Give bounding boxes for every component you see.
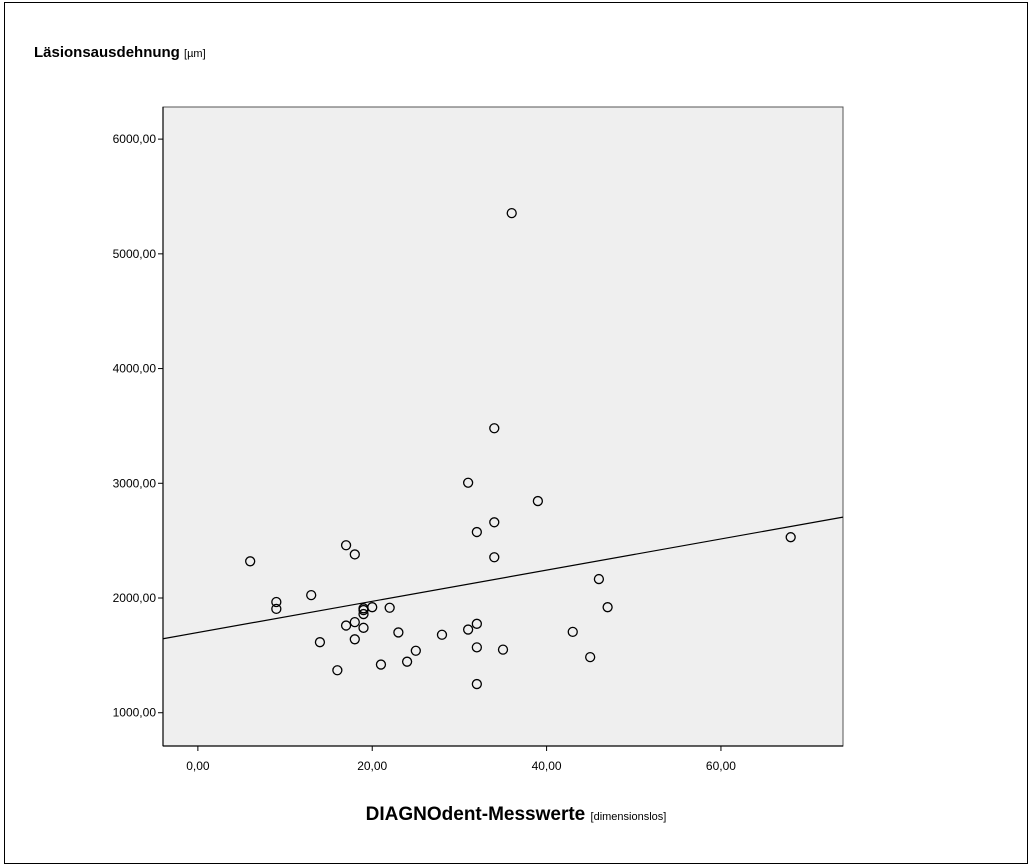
y-axis-label: Läsionsausdehnung (34, 44, 180, 61)
y-tick-label: 2000,00 (113, 591, 157, 605)
regression-line (162, 516, 844, 640)
x-tick-label: 60,00 (706, 759, 736, 773)
data-point (602, 602, 613, 613)
data-point (271, 596, 282, 608)
y-axis-ticks: 1000,00 2000,00 3000,00 4000,00 5000,00 6000,… (113, 132, 163, 720)
plot-area (162, 106, 844, 747)
y-tick-label: 3000,00 (113, 476, 157, 490)
data-point (314, 637, 326, 648)
x-tick-label: 20,00 (357, 759, 387, 773)
data-point (349, 634, 360, 645)
y-axis-title: Läsionsausdehnung [µm] (34, 44, 206, 61)
data-point (340, 540, 352, 551)
data-point (471, 618, 482, 629)
data-point (785, 532, 796, 543)
data-point (462, 477, 474, 488)
data-point (585, 651, 596, 663)
data-point (245, 556, 256, 567)
x-axis-label: DIAGNOdent-Messwerte (365, 804, 586, 825)
data-point (271, 603, 282, 615)
data-points (245, 207, 796, 690)
data-point (462, 624, 474, 635)
y-axis-unit: [µm] (184, 48, 206, 60)
x-axis-ticks: 0,00 20,00 40,00 60,00 (186, 746, 736, 773)
data-point (497, 644, 509, 655)
data-point (471, 678, 482, 690)
y-tick-label: 6000,00 (113, 132, 157, 146)
y-tick-label: 4000,00 (113, 362, 157, 376)
y-tick-label: 1000,00 (113, 706, 157, 720)
data-point (489, 423, 500, 434)
data-point (489, 517, 500, 528)
data-point (532, 495, 544, 507)
data-point (567, 626, 578, 638)
data-point (410, 645, 421, 656)
data-point (332, 665, 343, 676)
data-point (349, 549, 360, 560)
data-point (384, 602, 395, 613)
data-point (506, 207, 517, 219)
data-point (393, 627, 404, 638)
x-tick-label: 0,00 (186, 759, 210, 773)
data-point (471, 526, 482, 538)
data-point (593, 573, 605, 585)
x-axis-title: DIAGNOdent-Messwerte [dimensionslos] (0, 804, 1032, 826)
data-point (401, 656, 413, 667)
x-axis-unit: [dimensionslos] (590, 811, 667, 823)
data-point (489, 552, 500, 563)
data-point (340, 620, 352, 631)
data-point (306, 589, 317, 601)
data-point (367, 602, 378, 613)
x-tick-label: 40,00 (532, 759, 562, 773)
data-point (358, 608, 369, 620)
data-point (471, 642, 482, 653)
data-point (375, 659, 387, 670)
y-tick-label: 5000,00 (113, 247, 157, 261)
data-point (436, 629, 448, 640)
data-point (349, 616, 360, 628)
data-point (358, 622, 369, 633)
